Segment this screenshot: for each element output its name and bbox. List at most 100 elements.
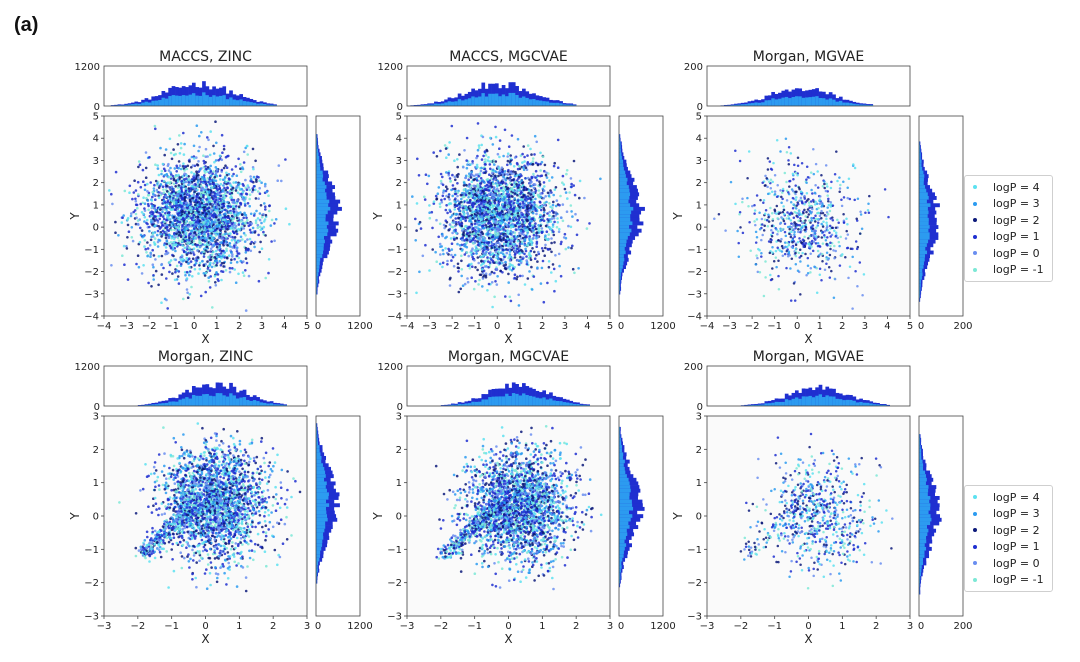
scatter-point (475, 179, 479, 182)
scatter-point (181, 216, 185, 220)
scatter-point (187, 217, 190, 221)
scatter-point (484, 160, 487, 164)
scatter-point (161, 202, 164, 205)
scatter-point (569, 225, 573, 229)
scatter-point (215, 168, 219, 172)
scatter-point (219, 178, 222, 181)
scatter-point (181, 197, 185, 201)
scatter-point (509, 207, 512, 211)
scatter-point (152, 187, 156, 190)
scatter-point (538, 180, 541, 183)
scatter-point (209, 247, 213, 251)
scatter-point (523, 283, 527, 286)
top-hist-bar (528, 99, 533, 106)
scatter-point (474, 266, 477, 269)
scatter-point (232, 230, 235, 233)
right-hist-bar (316, 246, 324, 251)
top-hist-bar (542, 101, 547, 106)
right-hist-bar (316, 181, 325, 186)
scatter-point (108, 189, 111, 192)
scatter-point (487, 266, 490, 269)
scatter-point (219, 252, 223, 255)
top-hist-bar (467, 98, 472, 106)
scatter-point (212, 215, 216, 219)
scatter-point (174, 175, 177, 179)
scatter-point (214, 198, 218, 202)
scatter-point (172, 177, 176, 180)
scatter-point (506, 190, 510, 194)
scatter-point (165, 252, 169, 256)
scatter-point (474, 219, 477, 223)
scatter-point (576, 219, 579, 222)
y-tick-label: 1 (93, 200, 99, 211)
scatter-point (504, 295, 507, 298)
scatter-point (176, 143, 180, 146)
scatter-point (479, 177, 483, 180)
scatter-point (153, 204, 157, 208)
scatter-point (187, 187, 191, 190)
scatter-point (499, 257, 503, 261)
scatter-point (539, 151, 542, 155)
scatter-point (258, 250, 262, 254)
scatter-point (451, 225, 455, 229)
scatter-point (244, 222, 247, 225)
scatter-point (186, 244, 189, 248)
top-hist-bar (215, 96, 220, 106)
scatter-point (224, 155, 228, 159)
scatter-point (476, 268, 479, 272)
scatter-point (137, 165, 140, 169)
scatter-point (526, 225, 529, 229)
scatter-point (481, 135, 485, 139)
scatter-point (462, 165, 465, 169)
scatter-point (143, 207, 146, 210)
scatter-point (191, 257, 195, 261)
scatter-point (438, 262, 442, 266)
scatter-point (228, 242, 232, 245)
top-hist-bar (141, 102, 145, 106)
x-tick-label: 1 (214, 321, 220, 332)
scatter-point (480, 166, 483, 170)
scatter-point (252, 167, 255, 171)
scatter-point (143, 202, 147, 205)
scatter-point (257, 197, 260, 200)
scatter-point (248, 193, 252, 196)
scatter-point (188, 160, 191, 163)
scatter-point (414, 217, 417, 221)
scatter-point (220, 270, 223, 273)
scatter-point (530, 288, 534, 291)
scatter-point (140, 229, 144, 232)
scatter-point (151, 248, 154, 252)
scatter-point (531, 226, 535, 229)
scatter-point (167, 233, 171, 236)
scatter-point (172, 196, 175, 200)
scatter-point (247, 274, 251, 278)
scatter-point (139, 233, 143, 237)
scatter-point (550, 250, 553, 254)
scatter-point (231, 267, 234, 270)
scatter-point (246, 184, 250, 187)
scatter-point (454, 228, 457, 232)
scatter-point (499, 189, 503, 192)
scatter-point (114, 231, 117, 234)
scatter-point (507, 198, 511, 201)
scatter-point (146, 182, 149, 186)
scatter-point (174, 243, 178, 247)
scatter-point (450, 242, 454, 245)
scatter-point (203, 236, 206, 240)
scatter-point (152, 265, 155, 269)
scatter-point (435, 155, 439, 158)
scatter-point (227, 154, 230, 158)
scatter-point (144, 247, 147, 251)
scatter-point (134, 199, 138, 203)
scatter-point (550, 271, 553, 274)
scatter-point (187, 251, 190, 255)
scatter-point (462, 184, 466, 187)
scatter-point (475, 156, 478, 160)
scatter-point (253, 231, 257, 234)
scatter-point (211, 186, 214, 190)
scatter-point (440, 198, 443, 202)
scatter-point (171, 222, 175, 225)
right-hist-bar (316, 265, 320, 270)
scatter-point (184, 187, 188, 190)
scatter-point (235, 185, 239, 188)
